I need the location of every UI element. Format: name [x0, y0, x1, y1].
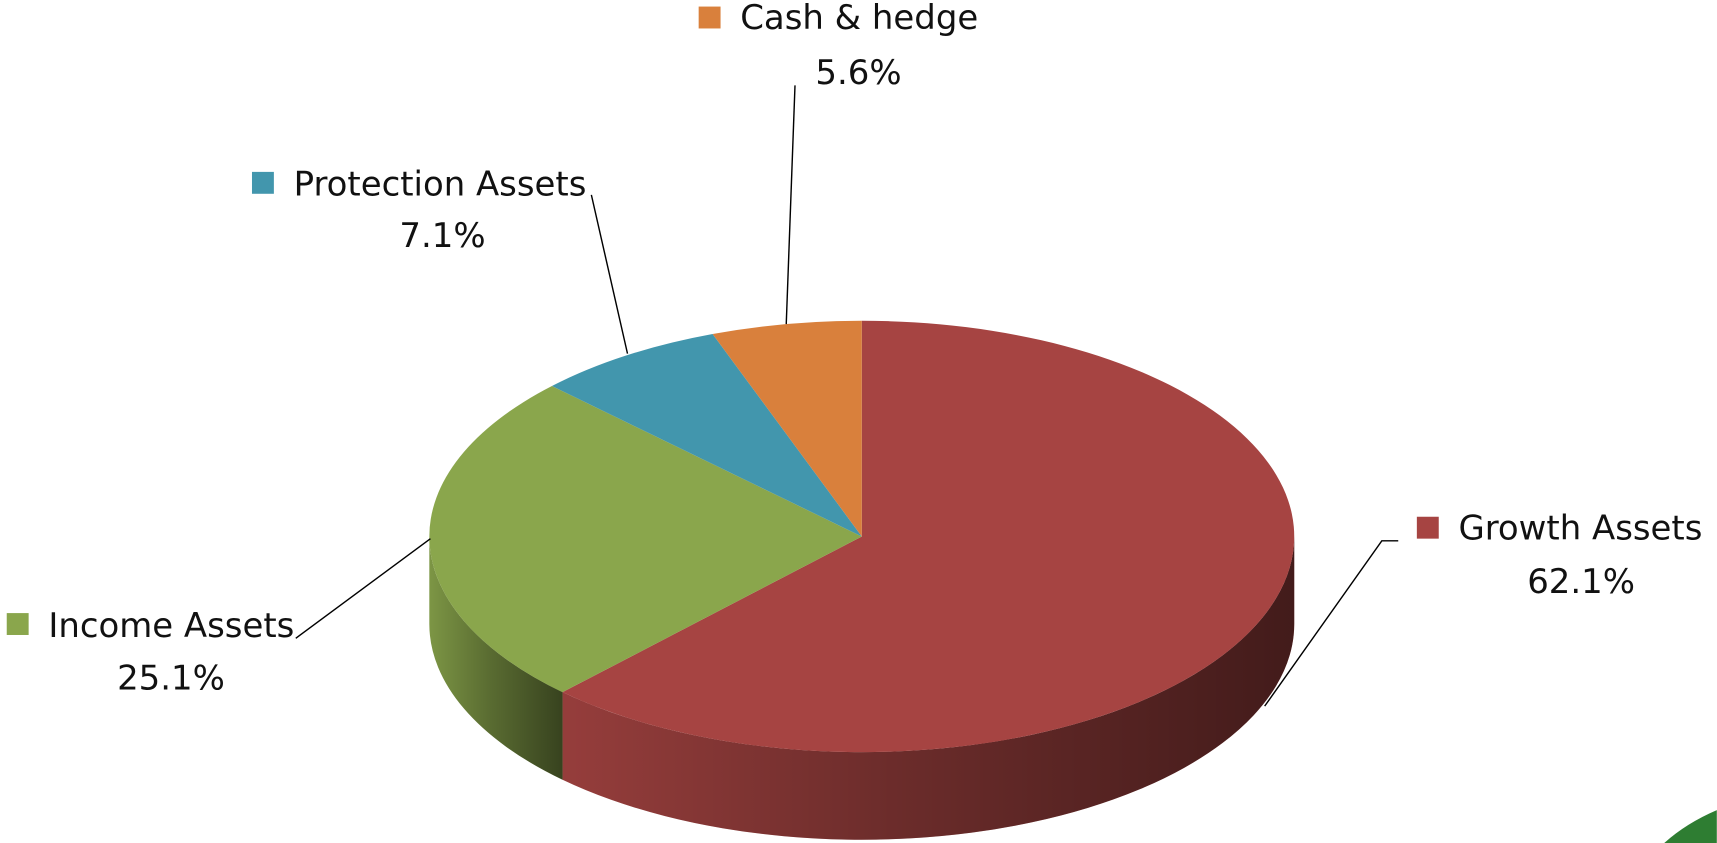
value-label: 5.6% [815, 54, 901, 93]
leader-line [295, 538, 431, 639]
slice-side-shade [562, 536, 1295, 840]
category-label: Cash & hedge [740, 0, 978, 38]
corner-decoration [1664, 810, 1717, 843]
leader-line [590, 194, 629, 354]
legend-swatch [251, 171, 274, 194]
value-label: 7.1% [399, 217, 485, 256]
category-label: Growth Assets [1458, 509, 1702, 548]
value-label: 62.1% [1527, 563, 1635, 602]
category-label: Protection Assets [294, 166, 587, 205]
leader-line [1264, 540, 1399, 707]
slice-side-shade [429, 536, 563, 780]
slice [562, 320, 1295, 753]
category-label: Income Assets [48, 607, 294, 646]
legend-swatch [698, 6, 721, 29]
legend-swatch [6, 613, 29, 635]
value-label: 25.1% [117, 659, 225, 698]
slice [429, 386, 862, 693]
slice [551, 334, 862, 537]
leader-line [785, 85, 796, 325]
legend-swatch [1416, 516, 1439, 539]
slice [712, 320, 862, 537]
